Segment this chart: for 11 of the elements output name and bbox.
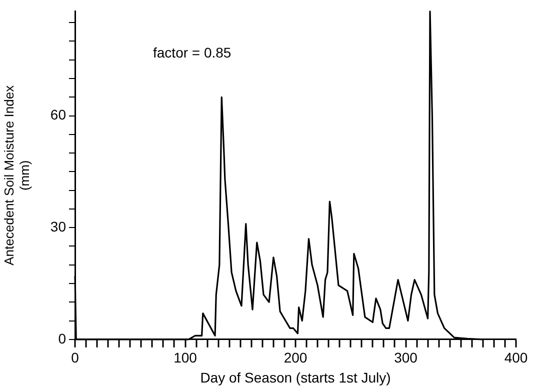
y-tick-label: 30 xyxy=(50,218,66,234)
y-tick-label: 60 xyxy=(50,106,66,123)
x-axis-title: Day of Season (starts 1st July) xyxy=(200,369,391,386)
x-tick-label: 200 xyxy=(284,350,308,366)
x-tick-label: 0 xyxy=(71,350,80,366)
y-axis-title: Antecedent Soil Moisture Index (mm) xyxy=(1,84,32,266)
annotation: factor = 0.85 xyxy=(153,44,232,60)
x-tick-label: 100 xyxy=(174,350,198,366)
x-tick-label: 300 xyxy=(394,350,418,366)
y-tick-label: 0 xyxy=(58,330,66,346)
x-tick-label: 400 xyxy=(504,350,528,366)
